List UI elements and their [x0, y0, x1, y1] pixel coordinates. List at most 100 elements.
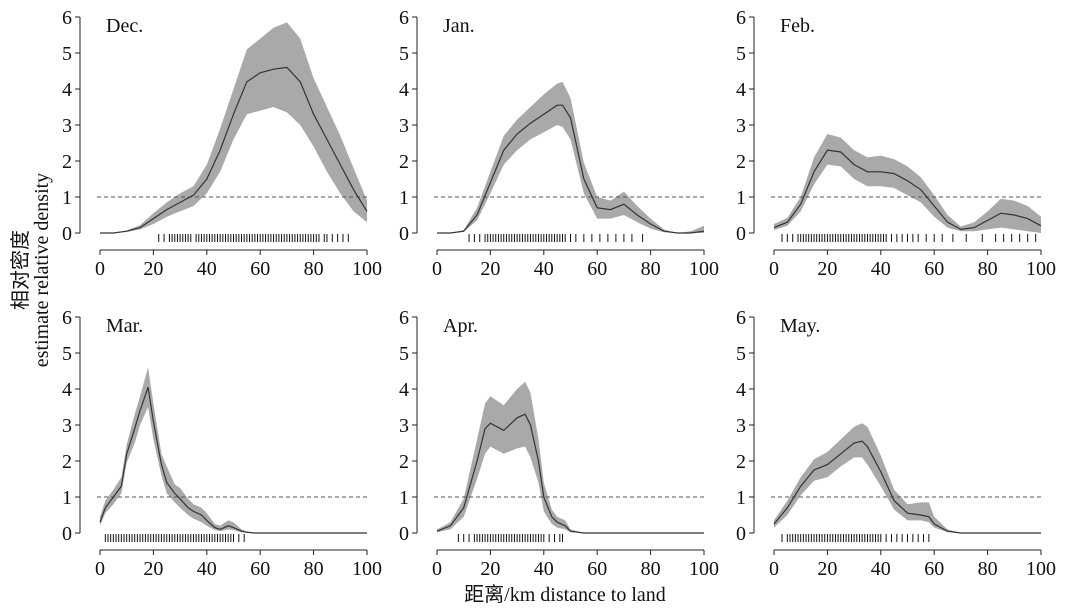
- x-axis: 0 20 40 60 80 100: [432, 549, 719, 580]
- x-tick-label: 0: [769, 258, 779, 280]
- panel-month-label: Apr.: [443, 315, 478, 337]
- y-tick-label: 3: [399, 415, 409, 437]
- confidence-band: [100, 367, 367, 533]
- y-tick-label: 4: [62, 379, 72, 401]
- y-tick-label: 4: [736, 379, 746, 401]
- x-tick-label: 60: [587, 258, 607, 280]
- x-tick-label: 60: [250, 258, 270, 280]
- y-tick-label: 1: [62, 487, 72, 509]
- y-tick-label: 2: [399, 451, 409, 473]
- y-tick-label: 2: [736, 451, 746, 473]
- confidence-band: [774, 423, 1041, 533]
- y-axis: 0 1 2 3 4 5 6: [399, 7, 418, 245]
- y-tick-label: 3: [62, 415, 72, 437]
- y-axis: 0 1 2 3 4 5 6: [736, 7, 755, 245]
- x-axis-title: 距离/km distance to land: [464, 583, 666, 606]
- x-tick-label: 40: [534, 258, 554, 280]
- y-tick-label: 4: [736, 79, 746, 101]
- x-tick-label: 100: [1026, 558, 1056, 580]
- y-axis: 0 1 2 3 4 5 6: [399, 307, 418, 545]
- mean-density-line: [100, 66, 368, 234]
- y-tick-label: 5: [736, 343, 746, 365]
- y-tick-label: 5: [399, 43, 409, 65]
- x-tick-label: 60: [587, 558, 607, 580]
- x-tick-label: 0: [95, 558, 105, 580]
- x-tick-label: 100: [689, 258, 719, 280]
- x-axis: 0 20 40 60 80 100: [769, 249, 1056, 280]
- x-tick-label: 80: [641, 258, 661, 280]
- x-tick-label: 20: [817, 258, 837, 280]
- x-tick-label: 100: [1026, 258, 1056, 280]
- x-tick-label: 40: [871, 258, 891, 280]
- mean-density-line: [99, 387, 367, 534]
- x-tick-label: 40: [197, 258, 217, 280]
- x-tick-label: 20: [480, 558, 500, 580]
- x-tick-label: 40: [534, 558, 554, 580]
- y-axis: 0 1 2 3 4 5 6: [736, 307, 755, 545]
- y-tick-label: 3: [62, 115, 72, 137]
- panel-month-label: May.: [780, 315, 820, 337]
- y-tick-label: 0: [399, 223, 409, 245]
- x-tick-label: 40: [197, 558, 217, 580]
- x-tick-label: 20: [480, 258, 500, 280]
- y-axis-title-cn: 相对密度: [9, 230, 32, 310]
- x-tick-label: 80: [978, 258, 998, 280]
- x-tick-label: 20: [143, 558, 163, 580]
- y-tick-label: 2: [399, 151, 409, 173]
- confidence-band: [437, 81, 704, 233]
- x-tick-label: 20: [817, 558, 837, 580]
- y-tick-label: 0: [62, 223, 72, 245]
- y-tick-label: 6: [399, 7, 409, 29]
- x-tick-label: 80: [641, 558, 661, 580]
- y-tick-label: 5: [62, 43, 72, 65]
- confidence-band: [437, 381, 704, 533]
- y-tick-label: 1: [62, 187, 72, 209]
- y-tick-label: 2: [62, 151, 72, 173]
- x-axis: 0 20 40 60 80 100: [769, 549, 1056, 580]
- y-tick-label: 4: [62, 79, 72, 101]
- y-tick-label: 0: [399, 523, 409, 545]
- y-axis-title-en: estimate relative density: [31, 173, 53, 367]
- mean-density-line: [773, 440, 1041, 534]
- panel-2: 0 1 2 3 4 5 60 20 40 60 80 100 Jan.: [399, 7, 719, 280]
- x-tick-label: 0: [769, 558, 779, 580]
- y-tick-label: 1: [399, 187, 409, 209]
- panel-month-label: Dec.: [106, 15, 143, 37]
- x-tick-label: 100: [352, 558, 382, 580]
- x-tick-label: 0: [95, 258, 105, 280]
- y-tick-label: 6: [736, 7, 746, 29]
- y-tick-label: 0: [736, 523, 746, 545]
- x-axis: 0 20 40 60 80 100: [432, 249, 719, 280]
- x-tick-label: 100: [689, 558, 719, 580]
- x-tick-label: 60: [924, 558, 944, 580]
- y-axis: 0 1 2 3 4 5 6: [62, 307, 81, 545]
- y-tick-label: 1: [736, 187, 746, 209]
- x-tick-label: 0: [432, 558, 442, 580]
- x-tick-label: 80: [978, 558, 998, 580]
- panel-month-label: Jan.: [443, 15, 475, 37]
- mean-density-line: [437, 104, 705, 234]
- y-tick-label: 2: [62, 451, 72, 473]
- y-tick-label: 3: [399, 115, 409, 137]
- x-axis: 0 20 40 60 80 100: [95, 249, 382, 280]
- x-tick-label: 60: [924, 258, 944, 280]
- y-tick-label: 3: [736, 415, 746, 437]
- y-tick-label: 5: [62, 343, 72, 365]
- confidence-band: [774, 134, 1041, 233]
- y-tick-label: 6: [736, 307, 746, 329]
- y-tick-label: 1: [736, 487, 746, 509]
- y-tick-label: 6: [62, 307, 72, 329]
- y-tick-label: 5: [736, 43, 746, 65]
- y-tick-label: 4: [399, 79, 409, 101]
- y-tick-label: 0: [62, 523, 72, 545]
- mean-density-line: [773, 149, 1042, 231]
- y-tick-label: 1: [399, 487, 409, 509]
- x-tick-label: 80: [304, 558, 324, 580]
- x-tick-label: 40: [871, 558, 891, 580]
- x-tick-label: 80: [304, 258, 324, 280]
